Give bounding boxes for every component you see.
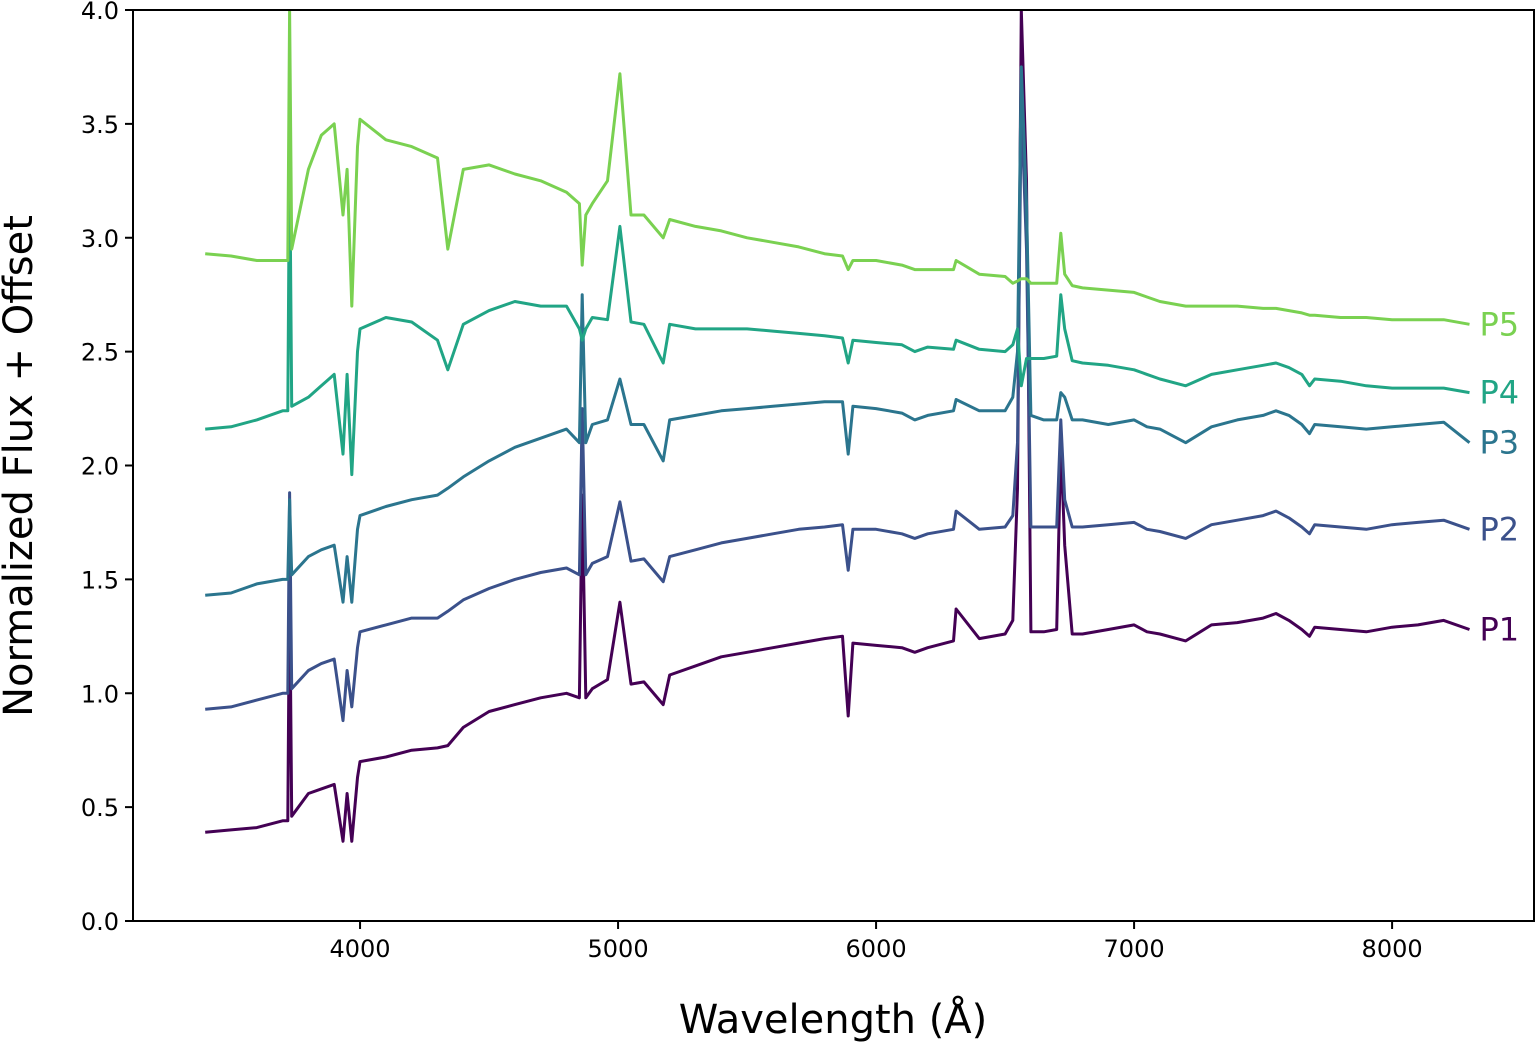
y-tick-label: 4.0 [81, 0, 119, 25]
x-axis-label: Wavelength (Å) [679, 995, 988, 1043]
series-label-p3: P3 [1480, 424, 1520, 462]
y-axis-label: Normalized Flux + Offset [0, 215, 42, 717]
series-line-p4 [205, 140, 1470, 477]
series-layer [205, 10, 1471, 843]
x-tick-label: 5000 [588, 935, 649, 963]
y-tick-label: 1.5 [81, 566, 119, 594]
series-line-p5 [205, 10, 1470, 326]
y-tick-label: 3.5 [81, 111, 119, 139]
series-line-p2 [205, 99, 1470, 723]
y-tick-label: 3.0 [81, 225, 119, 253]
y-tick-label: 2.0 [81, 453, 119, 481]
x-tick-label: 6000 [846, 935, 907, 963]
series-label-p1: P1 [1480, 611, 1520, 649]
x-tick-label: 7000 [1104, 935, 1165, 963]
series-line-p3 [205, 65, 1471, 604]
y-tick-label: 0.0 [81, 908, 119, 936]
series-label-p5: P5 [1480, 305, 1520, 343]
y-tick-label: 2.5 [81, 339, 119, 367]
x-tick-label: 8000 [1362, 935, 1423, 963]
x-tick-label: 4000 [330, 935, 391, 963]
series-label-p2: P2 [1480, 510, 1520, 548]
y-tick-label: 1.0 [81, 680, 119, 708]
series-line-p1 [205, 10, 1470, 843]
tick-layer: 4000 5000 6000 7000 8000 0.0 0.5 1.0 1.5 2.0 2.5 3.… [81, 0, 1423, 963]
y-tick-label: 0.5 [81, 794, 119, 822]
plot-frame [132, 9, 1535, 922]
series-label-p4: P4 [1480, 374, 1520, 412]
